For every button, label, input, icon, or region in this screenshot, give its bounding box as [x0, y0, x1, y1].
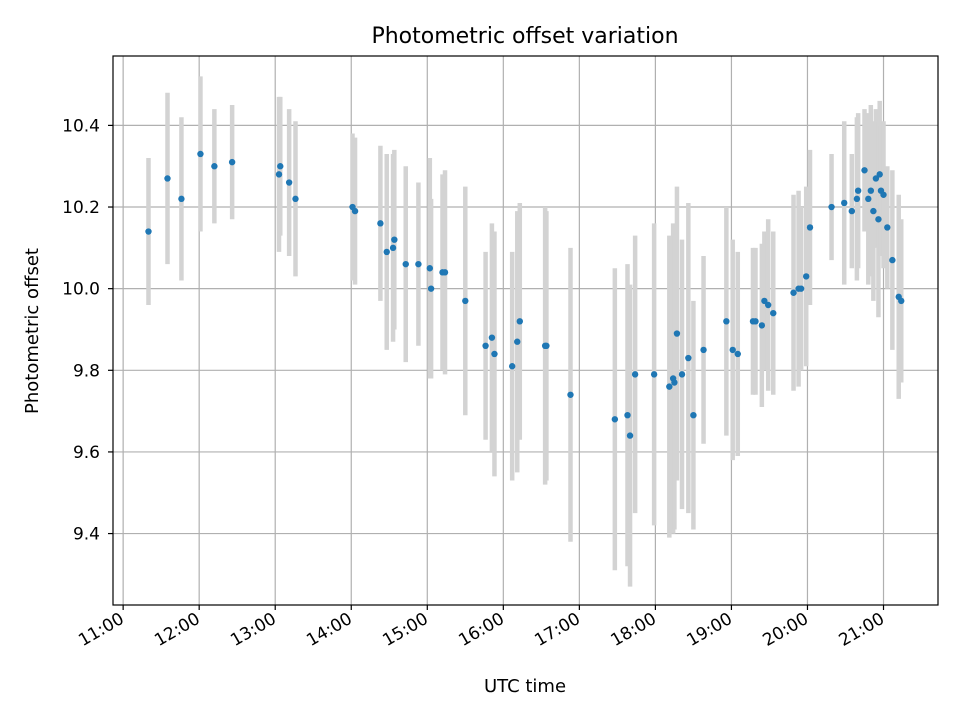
data-point [770, 309, 777, 317]
data-point [488, 334, 496, 341]
data-point [228, 158, 236, 166]
y-tick-label: 9.4 [73, 525, 100, 545]
data-point [285, 179, 293, 186]
data-point [872, 175, 880, 182]
data-point [508, 363, 516, 370]
data-point [427, 285, 435, 292]
data-point [841, 199, 848, 207]
data-point [391, 236, 398, 243]
y-axis-ticks: 9.4 9.6 9.8 10.0 10.2 10.4 [62, 116, 113, 545]
data-point [752, 318, 759, 325]
data-point [415, 260, 422, 268]
data-point [729, 346, 736, 354]
plot-frame [112, 55, 939, 606]
data-point [848, 207, 856, 215]
data-point [426, 265, 434, 272]
data-point [351, 207, 359, 215]
data-point [383, 248, 390, 256]
data-point [666, 383, 673, 390]
data-point [764, 301, 772, 309]
data-point [462, 297, 469, 305]
data-point [671, 379, 678, 386]
data-point [482, 342, 489, 350]
data-point [178, 195, 185, 203]
data-point [543, 342, 550, 350]
data-point [734, 350, 741, 358]
y-tick-label: 9.6 [73, 443, 100, 463]
data-point [790, 289, 797, 296]
y-tick-label: 10.0 [62, 280, 100, 300]
data-point [853, 195, 861, 203]
data-point [292, 195, 299, 203]
data-point [761, 297, 768, 305]
data-point [650, 371, 658, 378]
data-point [631, 371, 639, 378]
data-point [875, 216, 882, 223]
data-point [673, 330, 681, 337]
y-axis-label: Photometric offset [22, 248, 43, 414]
data-point [275, 171, 283, 178]
data-point [700, 346, 707, 354]
data-point [211, 163, 218, 170]
data-point [889, 256, 896, 264]
data-point [861, 167, 868, 174]
data-point [884, 224, 891, 231]
data-point [870, 207, 877, 215]
data-point [690, 411, 697, 419]
data-point [567, 391, 574, 398]
data-point [491, 350, 498, 358]
data-point [828, 203, 835, 211]
data-point [145, 228, 152, 235]
data-point [880, 191, 887, 198]
data-point [898, 297, 905, 305]
data-point [685, 354, 692, 362]
chart-title: Photometric offset variation [371, 24, 678, 49]
x-axis-label: UTC time [484, 676, 566, 697]
data-points [145, 150, 905, 439]
y-tick-label: 10.2 [62, 198, 100, 218]
y-tick-label: 10.4 [62, 116, 100, 136]
data-point [277, 163, 284, 170]
y-tick-label: 9.8 [73, 361, 100, 381]
data-point [389, 244, 397, 252]
data-point [611, 416, 619, 423]
data-point [164, 175, 171, 182]
data-point [803, 273, 810, 280]
data-point [516, 318, 523, 325]
data-point [876, 171, 883, 178]
data-point [626, 432, 634, 439]
data-point [402, 260, 409, 268]
data-point [758, 322, 766, 329]
data-point [797, 285, 805, 292]
data-point [723, 318, 730, 325]
data-point [624, 411, 631, 419]
data-point [865, 195, 872, 203]
data-point [867, 187, 875, 194]
data-point [197, 150, 204, 158]
data-point [514, 338, 521, 345]
data-point [806, 224, 814, 231]
data-point [678, 371, 686, 378]
data-point [854, 187, 862, 194]
data-point [441, 269, 449, 276]
data-point [377, 220, 384, 227]
